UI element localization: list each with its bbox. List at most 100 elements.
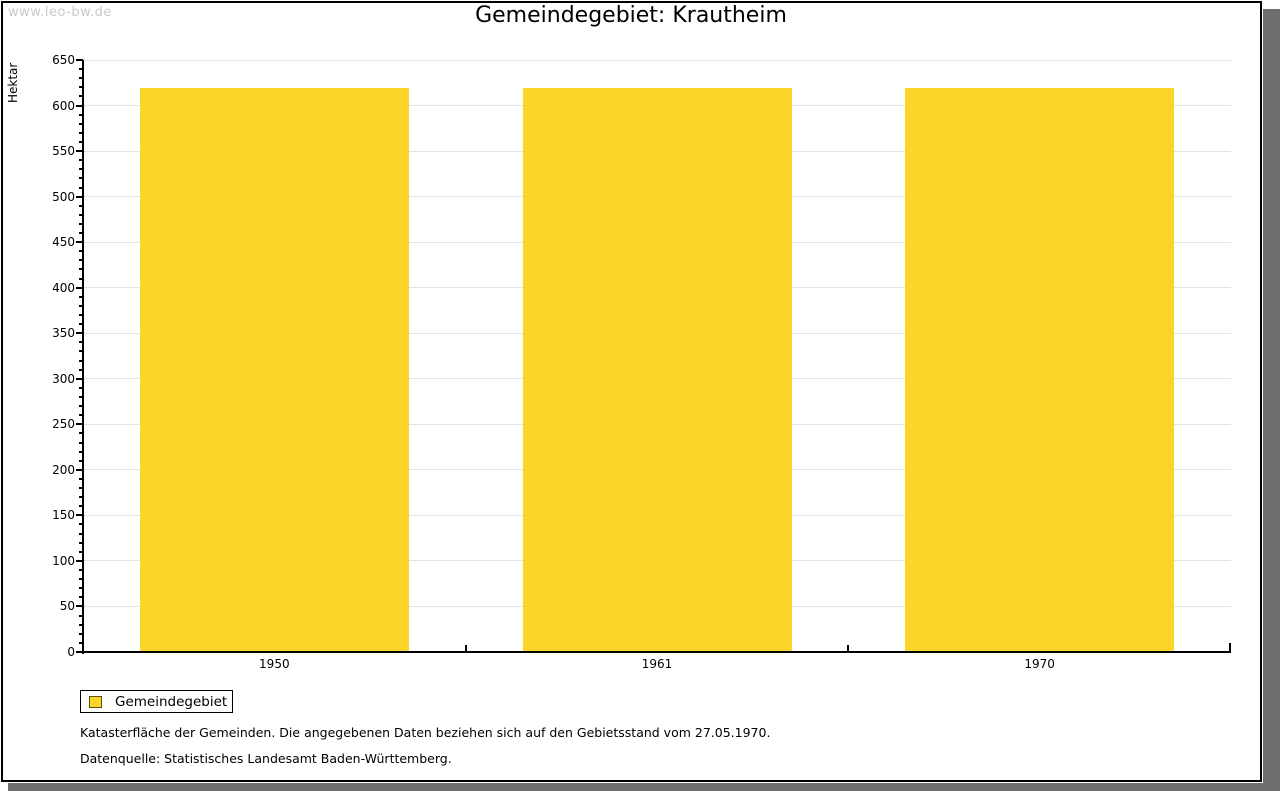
y-major-tick-550	[76, 150, 83, 153]
y-tick-label-100: 100	[52, 553, 75, 568]
y-minor-tick-340	[79, 341, 83, 344]
y-major-tick-600	[76, 104, 83, 107]
y-minor-tick-470	[79, 222, 83, 225]
y-minor-tick-170	[79, 496, 83, 499]
y-minor-tick-40	[79, 614, 83, 617]
bar-1961	[522, 88, 792, 652]
x-axis-end-tick	[1229, 643, 1231, 651]
y-minor-tick-240	[79, 432, 83, 435]
y-minor-tick-10	[79, 641, 83, 644]
y-minor-tick-70	[79, 587, 83, 590]
y-minor-tick-390	[79, 295, 83, 298]
footnote-source-note: Katasterfläche der Gemeinden. Die angege…	[80, 725, 771, 740]
x-tick-label-1961: 1961	[641, 657, 673, 671]
y-major-tick-400	[76, 286, 83, 289]
y-minor-tick-80	[79, 578, 83, 581]
y-minor-tick-160	[79, 505, 83, 508]
x-boundary-tick-2	[847, 645, 850, 651]
y-minor-tick-610	[79, 95, 83, 98]
y-minor-tick-180	[79, 487, 83, 490]
drop-shadow-right	[1263, 9, 1280, 791]
x-tick-label-1950: 1950	[259, 657, 290, 671]
y-minor-tick-20	[79, 632, 83, 635]
legend: Gemeindegebiet	[80, 690, 233, 713]
y-tick-label-600: 600	[52, 98, 75, 113]
bar-1950	[139, 88, 409, 652]
y-minor-tick-420	[79, 268, 83, 271]
y-minor-tick-90	[79, 569, 83, 572]
y-tick-label-400: 400	[52, 280, 75, 295]
y-major-tick-0	[76, 651, 83, 653]
y-minor-tick-210	[79, 459, 83, 462]
y-minor-tick-140	[79, 523, 83, 526]
y-minor-tick-430	[79, 259, 83, 262]
y-minor-tick-440	[79, 250, 83, 253]
x-boundary-tick-1	[464, 645, 467, 651]
y-tick-label-150: 150	[52, 508, 75, 523]
y-minor-tick-130	[79, 532, 83, 535]
x-axis-line	[81, 651, 1231, 653]
y-minor-tick-370	[79, 314, 83, 316]
y-minor-tick-120	[79, 541, 83, 544]
y-tick-label-650: 650	[52, 53, 75, 67]
y-major-tick-350	[76, 332, 83, 335]
y-minor-tick-630	[79, 77, 83, 80]
y-minor-tick-620	[79, 86, 83, 89]
y-minor-tick-190	[79, 477, 83, 480]
y-minor-tick-510	[79, 186, 83, 189]
y-tick-label-350: 350	[52, 326, 75, 341]
y-tick-label-50: 50	[59, 599, 75, 614]
y-minor-tick-520	[79, 177, 83, 180]
y-major-tick-250	[76, 423, 83, 426]
y-minor-tick-480	[79, 213, 83, 216]
legend-label: Gemeindegebiet	[115, 693, 228, 710]
y-minor-tick-280	[79, 395, 83, 398]
y-minor-tick-110	[79, 550, 83, 553]
y-minor-tick-360	[79, 323, 83, 326]
y-minor-tick-540	[79, 159, 83, 162]
y-minor-tick-60	[79, 596, 83, 599]
y-tick-label-200: 200	[52, 462, 75, 477]
y-minor-tick-230	[79, 441, 83, 444]
y-minor-tick-570	[79, 131, 83, 134]
x-tick-label-1970: 1970	[1024, 657, 1055, 671]
y-tick-label-500: 500	[52, 189, 75, 204]
y-minor-tick-290	[79, 386, 83, 389]
y-minor-tick-490	[79, 204, 83, 207]
y-major-tick-650	[76, 59, 83, 61]
drop-shadow-bottom	[8, 783, 1280, 791]
y-minor-tick-460	[79, 232, 83, 235]
y-minor-tick-380	[79, 304, 83, 307]
y-minor-tick-530	[79, 168, 83, 171]
y-major-tick-200	[76, 468, 83, 471]
y-minor-tick-320	[79, 359, 83, 362]
bar-1970	[905, 88, 1175, 652]
y-tick-label-0: 0	[67, 645, 75, 659]
y-minor-tick-220	[79, 450, 83, 453]
y-minor-tick-260	[79, 414, 83, 417]
y-major-tick-450	[76, 241, 83, 244]
gridline-650	[83, 59, 1231, 61]
watermark: www.leo-bw.de	[8, 5, 112, 20]
y-minor-tick-330	[79, 350, 83, 353]
y-minor-tick-590	[79, 113, 83, 116]
footnote-data-source: Datenquelle: Statistisches Landesamt Bad…	[80, 751, 452, 766]
y-minor-tick-270	[79, 405, 83, 408]
y-major-tick-50	[76, 605, 83, 608]
y-tick-label-550: 550	[52, 144, 75, 159]
y-tick-label-300: 300	[52, 371, 75, 386]
y-minor-tick-30	[79, 623, 83, 626]
y-tick-label-450: 450	[52, 235, 75, 250]
y-tick-label-250: 250	[52, 417, 75, 432]
y-minor-tick-560	[79, 140, 83, 143]
y-major-tick-500	[76, 195, 83, 198]
y-major-tick-100	[76, 559, 83, 562]
y-minor-tick-580	[79, 122, 83, 125]
y-major-tick-300	[76, 377, 83, 380]
y-major-tick-150	[76, 514, 83, 517]
y-minor-tick-640	[79, 68, 83, 71]
y-axis-line	[82, 60, 84, 654]
legend-swatch	[89, 695, 102, 708]
